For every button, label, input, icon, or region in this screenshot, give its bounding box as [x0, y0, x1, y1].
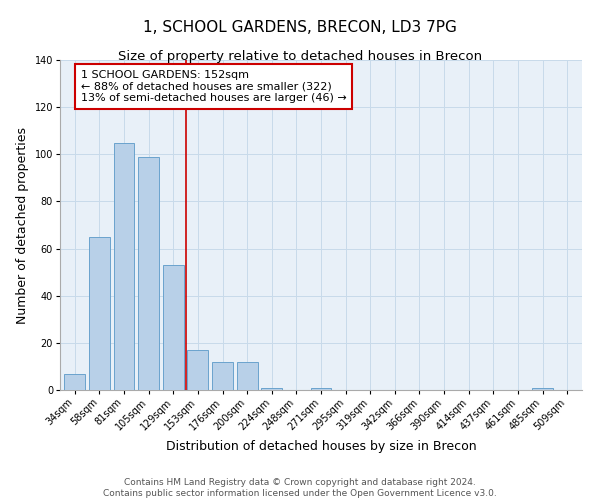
Bar — [261, 388, 282, 390]
Bar — [64, 374, 85, 390]
Bar — [311, 388, 331, 390]
Text: 1, SCHOOL GARDENS, BRECON, LD3 7PG: 1, SCHOOL GARDENS, BRECON, LD3 7PG — [143, 20, 457, 35]
Bar — [212, 362, 233, 390]
Text: 1 SCHOOL GARDENS: 152sqm
← 88% of detached houses are smaller (322)
13% of semi-: 1 SCHOOL GARDENS: 152sqm ← 88% of detach… — [81, 70, 347, 103]
X-axis label: Distribution of detached houses by size in Brecon: Distribution of detached houses by size … — [166, 440, 476, 453]
Bar — [187, 350, 208, 390]
Bar — [163, 265, 184, 390]
Bar — [113, 142, 134, 390]
Bar — [236, 362, 257, 390]
Y-axis label: Number of detached properties: Number of detached properties — [16, 126, 29, 324]
Text: Contains HM Land Registry data © Crown copyright and database right 2024.
Contai: Contains HM Land Registry data © Crown c… — [103, 478, 497, 498]
Bar — [532, 388, 553, 390]
Bar — [138, 156, 159, 390]
Bar — [89, 237, 110, 390]
Text: Size of property relative to detached houses in Brecon: Size of property relative to detached ho… — [118, 50, 482, 63]
